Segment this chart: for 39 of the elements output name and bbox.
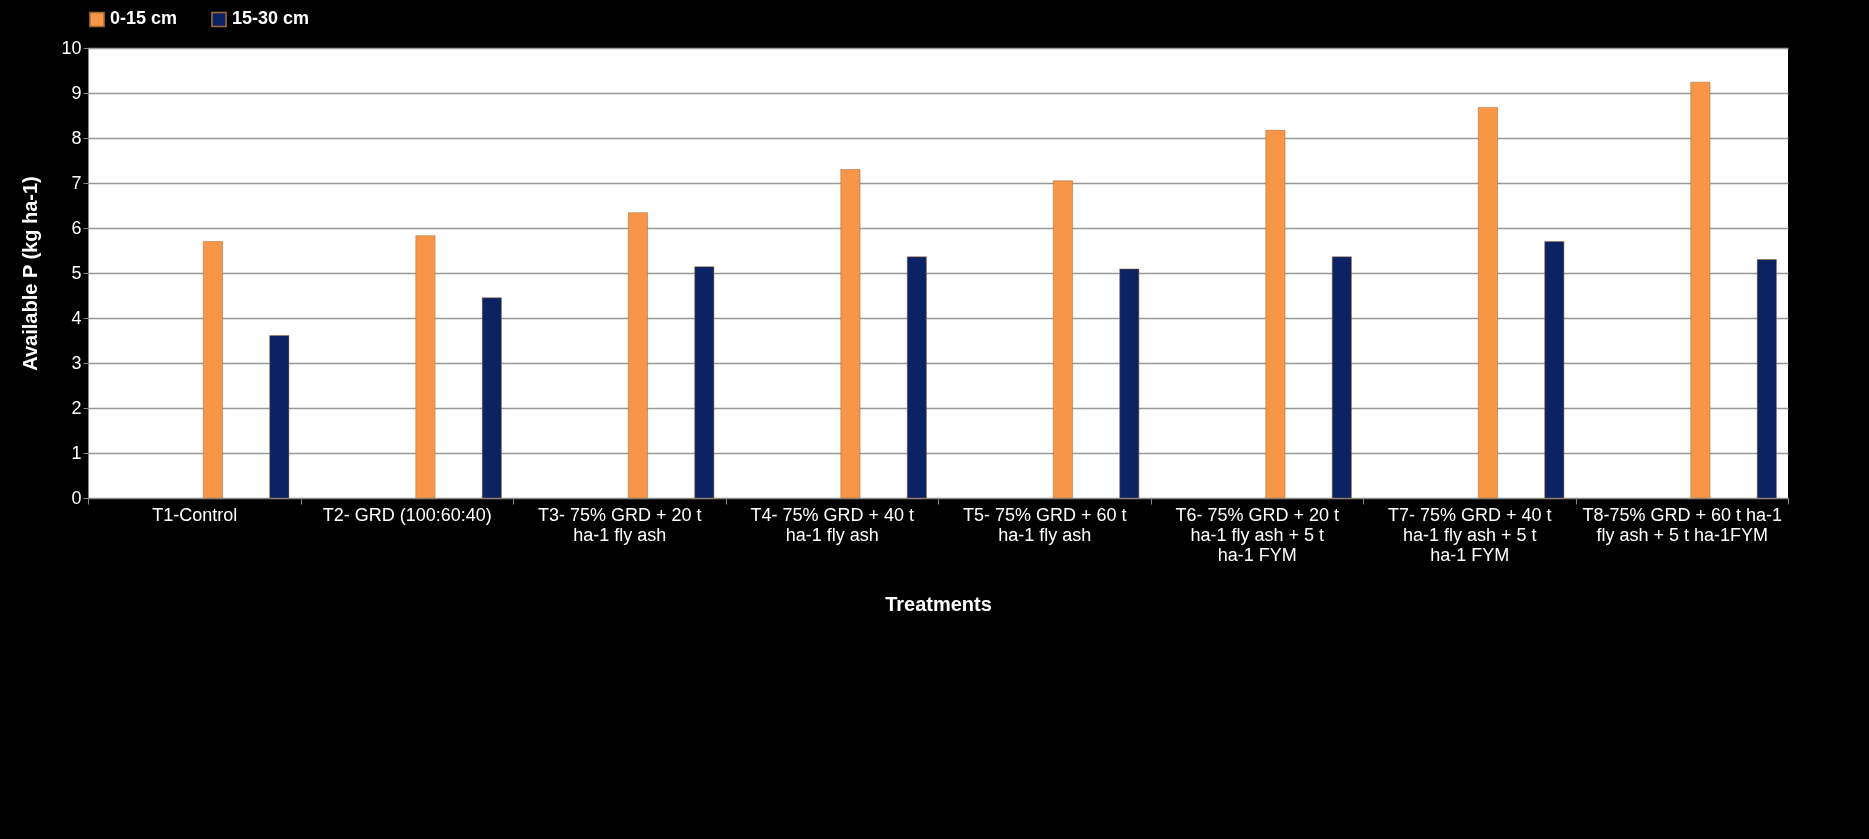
- x-tick-label: T3- 75% GRD + 20 t ha-1 fly ash: [537, 504, 702, 545]
- y-tick-label: 9: [71, 82, 82, 103]
- bar: [203, 241, 223, 499]
- x-axis-title: Treatments: [885, 592, 992, 615]
- bar: [1478, 107, 1498, 499]
- bar: [1756, 259, 1777, 499]
- x-tick-label: T5- 75% GRD + 60 t ha-1 fly ash: [962, 504, 1127, 545]
- bar: [269, 335, 290, 499]
- y-tick-label: 7: [71, 172, 82, 193]
- bar: [906, 256, 927, 499]
- bar: [1544, 241, 1565, 499]
- legend-label: 15-30 cm: [232, 8, 310, 29]
- x-tick-label: T7- 75% GRD + 40 t ha-1 fly ash + 5 t ha-1 FYM: [1387, 504, 1552, 565]
- y-axis-title: Available P (kg ha-1): [19, 176, 42, 371]
- x-tick-label: T2- GRD (100:60:40): [322, 504, 492, 525]
- y-tick-label: 3: [71, 352, 82, 373]
- y-tick-label: 0: [71, 487, 82, 508]
- y-tick-label: 10: [61, 37, 82, 58]
- bar: [1690, 81, 1711, 499]
- bar: [694, 266, 715, 499]
- x-tick-label: T8-75% GRD + 60 t ha-1 fly ash + 5 t ha-1FYM: [1582, 504, 1783, 545]
- y-tick-label: 4: [71, 307, 82, 328]
- y-tick-label: 8: [71, 127, 82, 148]
- legend-label: 0-15 cm: [110, 8, 178, 29]
- bar: [840, 169, 861, 499]
- x-tick-label: T6- 75% GRD + 20 t ha-1 fly ash + 5 t ha-1 FYM: [1175, 504, 1340, 565]
- bar: [481, 297, 502, 499]
- x-tick-label: T4- 75% GRD + 40 t ha-1 fly ash: [750, 504, 915, 545]
- bar: [415, 235, 436, 499]
- y-tick-label: 1: [71, 442, 82, 463]
- bar: [1119, 268, 1140, 499]
- x-tick-label: T1-Control: [152, 504, 238, 525]
- y-tick-label: 2: [71, 397, 82, 418]
- y-tick-label: 6: [71, 217, 82, 238]
- y-tick-label: 5: [71, 262, 82, 283]
- bar: [1331, 256, 1352, 499]
- bar: [1265, 130, 1286, 499]
- bar: [628, 212, 648, 499]
- bar: [1053, 180, 1073, 499]
